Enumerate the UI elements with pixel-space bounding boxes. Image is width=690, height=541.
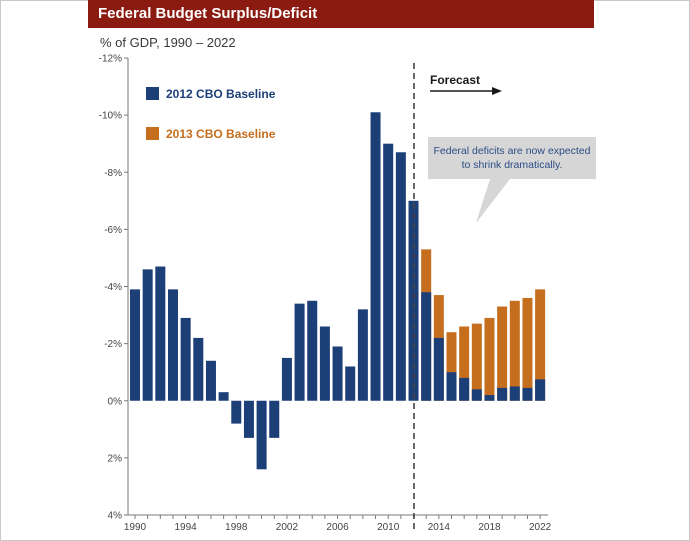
chart-subtitle: % of GDP, 1990 – 2022 bbox=[100, 35, 236, 50]
bar-2013-baseline bbox=[446, 332, 457, 401]
x-tick-label: 2006 bbox=[326, 522, 349, 533]
bar-2012-baseline bbox=[319, 326, 330, 401]
bar-2012-baseline bbox=[269, 400, 280, 438]
bar-2012-baseline bbox=[357, 309, 368, 401]
bar-2013-baseline bbox=[522, 297, 533, 401]
y-tick-label: -8% bbox=[104, 168, 122, 179]
title-bar: Federal Budget Surplus/Deficit bbox=[88, 0, 594, 28]
bar-2012-baseline bbox=[205, 360, 216, 401]
x-tick-label: 1998 bbox=[225, 522, 248, 533]
bar-2012-baseline bbox=[218, 392, 229, 401]
bar-2012-baseline bbox=[459, 377, 470, 401]
bar-2012-baseline bbox=[408, 200, 419, 401]
x-tick-label: 1990 bbox=[124, 522, 147, 533]
x-tick-label: 2018 bbox=[478, 522, 501, 533]
bar-2012-baseline bbox=[484, 395, 495, 401]
bar-2012-baseline bbox=[243, 400, 254, 438]
x-tick-label: 1994 bbox=[175, 522, 198, 533]
bar-2013-baseline bbox=[509, 300, 520, 401]
bar-2012-baseline bbox=[332, 346, 343, 401]
bar-2012-baseline bbox=[294, 303, 305, 401]
y-tick-label: -10% bbox=[99, 111, 122, 122]
bar-2012-baseline bbox=[180, 317, 191, 401]
x-tick-label: 2014 bbox=[428, 522, 451, 533]
bar-2012-baseline bbox=[471, 389, 482, 401]
x-tick-label: 2010 bbox=[377, 522, 400, 533]
y-tick-label: 4% bbox=[108, 511, 123, 522]
y-tick-label: 2% bbox=[108, 453, 123, 464]
y-tick-label: 0% bbox=[108, 396, 123, 407]
y-tick-label: -12% bbox=[99, 54, 122, 65]
bar-2013-baseline bbox=[497, 306, 508, 401]
annotation-text: Federal deficits are now expected bbox=[433, 145, 590, 157]
legend-swatch bbox=[146, 127, 159, 140]
bar-2013-baseline bbox=[535, 289, 546, 401]
bar-2012-baseline bbox=[130, 289, 140, 401]
bar-2012-baseline bbox=[231, 400, 242, 424]
axes: -12% -10% -8% -6% -4% -2% 0% 2% 4%1990 1994 1998 20… bbox=[99, 54, 552, 534]
bar-2012-baseline bbox=[522, 387, 533, 401]
overlay: 2012 CBO Baseline 2013 CBO Baseline Foreca… bbox=[146, 63, 596, 530]
annotation-text: to shrink dramatically. bbox=[462, 159, 563, 171]
x-tick-label: 2002 bbox=[276, 522, 299, 533]
bar-2012-baseline bbox=[256, 400, 267, 470]
legend-label: 2012 CBO Baseline bbox=[166, 87, 276, 101]
bar-2012-baseline bbox=[395, 152, 406, 401]
bar-2012-baseline bbox=[193, 337, 204, 401]
y-tick-label: -2% bbox=[104, 339, 122, 350]
bar-2012-baseline bbox=[142, 269, 153, 401]
bar-2012-baseline bbox=[509, 386, 520, 401]
y-tick-label: -4% bbox=[104, 282, 122, 293]
bar-2012-baseline bbox=[535, 379, 546, 401]
bar-2012-baseline bbox=[433, 337, 444, 401]
chart-title: Federal Budget Surplus/Deficit bbox=[98, 5, 318, 22]
bar-2012-baseline bbox=[155, 266, 166, 401]
annotation-callout bbox=[428, 137, 596, 223]
bar-2012-baseline bbox=[421, 292, 432, 401]
bar-2012-baseline bbox=[497, 387, 508, 401]
bar-2012-baseline bbox=[446, 372, 457, 401]
y-tick-label: -6% bbox=[104, 225, 122, 236]
bar-2012-baseline bbox=[383, 143, 394, 401]
forecast-label: Forecast bbox=[430, 73, 480, 87]
forecast-arrow-icon bbox=[492, 87, 502, 95]
bar-2012-baseline bbox=[370, 112, 381, 401]
bar-2012-baseline bbox=[281, 357, 292, 401]
bar-2013-baseline bbox=[471, 323, 482, 401]
bar-2013-baseline bbox=[459, 326, 470, 401]
legend-label: 2013 CBO Baseline bbox=[166, 127, 276, 141]
bar-2013-baseline bbox=[484, 317, 495, 401]
legend-swatch bbox=[146, 87, 159, 100]
bar-2012-baseline bbox=[167, 289, 178, 401]
x-tick-label: 2022 bbox=[529, 522, 552, 533]
bar-2012-baseline bbox=[307, 300, 318, 401]
bar-2012-baseline bbox=[345, 366, 356, 401]
bars bbox=[130, 112, 546, 470]
